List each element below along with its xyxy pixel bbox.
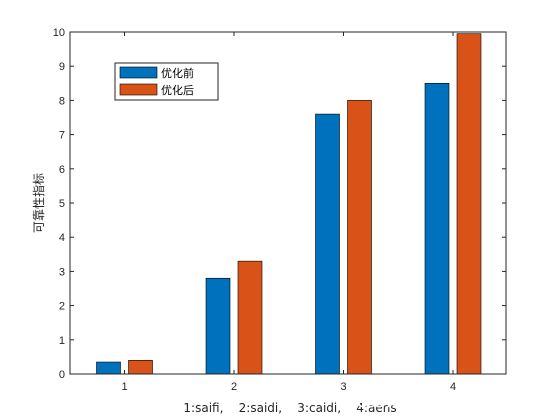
y-tick-label: 3 <box>59 266 65 278</box>
y-tick-label: 10 <box>53 27 65 39</box>
y-tick-label: 5 <box>59 198 65 210</box>
bars-layer <box>96 33 482 375</box>
y-tick-label: 9 <box>59 61 65 73</box>
bar-series0-cat3 <box>315 113 340 375</box>
y-axis-label: 可靠性指标 <box>31 173 46 233</box>
x-axis-label: 1:saifi, 2:saidi, 3:caidi, 4:aens <box>183 401 396 415</box>
legend-swatch-after <box>119 83 158 96</box>
x-tick-label: 2 <box>231 381 237 393</box>
bar-series0-cat4 <box>424 83 450 375</box>
legend: 优化前 优化后 <box>114 62 219 101</box>
bar-series0-cat2 <box>205 277 231 375</box>
x-tick-label: 4 <box>450 381 456 393</box>
y-tick-label: 2 <box>59 301 65 313</box>
bar-series1-cat4 <box>456 33 482 375</box>
bar-series1-cat1 <box>128 360 153 375</box>
bar-series1-cat3 <box>347 100 372 375</box>
y-tick-label: 4 <box>59 232 65 244</box>
y-tick-label: 7 <box>59 130 65 142</box>
y-tick-label: 0 <box>59 369 65 381</box>
watermark-text: CSDN @软件算法开发 <box>357 395 499 411</box>
x-axis: 1 2 3 4 <box>121 32 456 393</box>
y-axis: 0 1 2 3 4 5 6 7 8 9 10 <box>53 27 506 381</box>
x-tick-label: 3 <box>340 381 346 393</box>
y-tick-label: 6 <box>59 164 65 176</box>
bar-series1-cat2 <box>237 260 263 375</box>
legend-label-after: 优化后 <box>161 83 194 97</box>
bar-series0-cat1 <box>96 361 121 375</box>
y-tick-label: 8 <box>59 95 65 107</box>
x-tick-label: 1 <box>121 381 127 393</box>
y-tick-label: 1 <box>59 335 65 347</box>
legend-label-before: 优化前 <box>161 66 194 80</box>
legend-swatch-before <box>119 66 158 79</box>
